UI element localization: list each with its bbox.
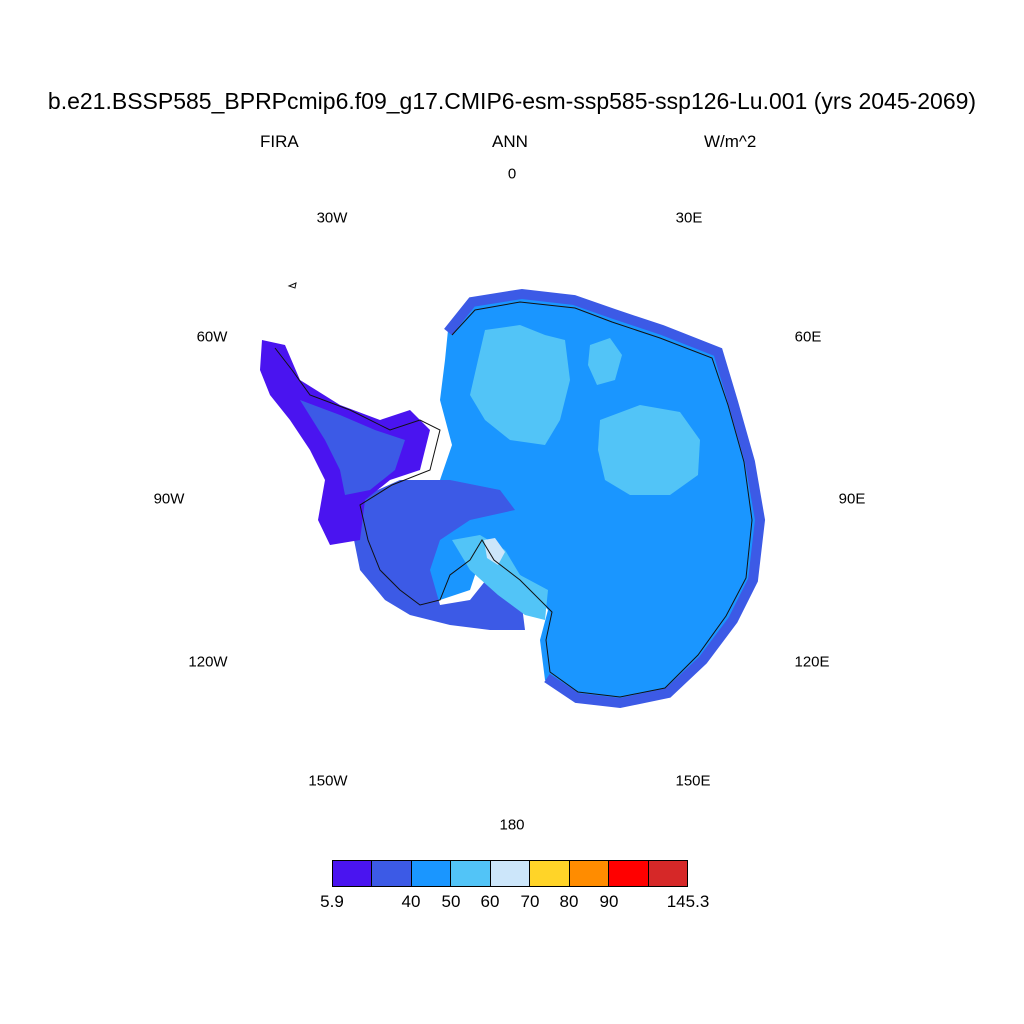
lon-label-120e: 120E — [794, 653, 830, 671]
lon-label-120w: 120W — [188, 653, 228, 671]
season-label: ANN — [492, 132, 528, 151]
units-label: W/m^2 — [704, 132, 757, 151]
plateau-light-1 — [470, 325, 570, 445]
colorbar-bin-2 — [372, 861, 412, 886]
lon-label-30w: 30W — [316, 209, 348, 227]
lon-label-150e: 150E — [675, 772, 711, 790]
colorbar-label-40: 40 — [401, 892, 421, 911]
colorbar-label-min: 5.9 — [320, 892, 344, 911]
lon-label-60w: 60W — [196, 328, 228, 346]
lon-label-180: 180 — [499, 816, 525, 834]
lon-label-30e: 30E — [675, 209, 703, 227]
lon-label-90e: 90E — [838, 490, 866, 508]
lon-label-150w: 150W — [308, 772, 348, 790]
colorbar-label-60: 60 — [480, 892, 500, 911]
plot-title: b.e21.BSSP585_BPRPcmip6.f09_g17.CMIP6-es… — [47, 88, 977, 114]
plateau-light-3 — [588, 338, 622, 385]
colorbar-bin-7 — [569, 861, 610, 886]
colorbar — [332, 860, 688, 887]
colorbar-bin-5 — [490, 861, 531, 886]
colorbar-label-70: 70 — [520, 892, 540, 911]
peninsula-inner — [300, 400, 405, 495]
plateau-light-4 — [452, 535, 548, 620]
colorbar-bin-6 — [530, 861, 570, 886]
ross-iceshelf-pale — [484, 538, 505, 565]
colorbar-bin-3 — [411, 861, 452, 886]
variable-label: FIRA — [260, 132, 299, 151]
coastal-band-dark-blue — [352, 480, 525, 630]
plateau-light-2 — [598, 405, 700, 495]
colorbar-label-max: 145.3 — [666, 892, 710, 911]
colorbar-label-90: 90 — [599, 892, 619, 911]
colorbar-label-50: 50 — [441, 892, 461, 911]
colorbar-bin-9 — [648, 861, 687, 886]
small-island — [287, 282, 297, 289]
colorbar-label-80: 80 — [559, 892, 579, 911]
coastal-band-ring — [444, 288, 766, 709]
coastline — [274, 301, 753, 698]
colorbar-bin-8 — [609, 861, 649, 886]
lon-label-60e: 60E — [794, 328, 822, 346]
colorbar-bin-1 — [333, 861, 373, 886]
colorbar-bin-4 — [451, 861, 491, 886]
lon-label-0: 0 — [507, 165, 517, 183]
lon-label-90w: 90W — [153, 490, 185, 508]
